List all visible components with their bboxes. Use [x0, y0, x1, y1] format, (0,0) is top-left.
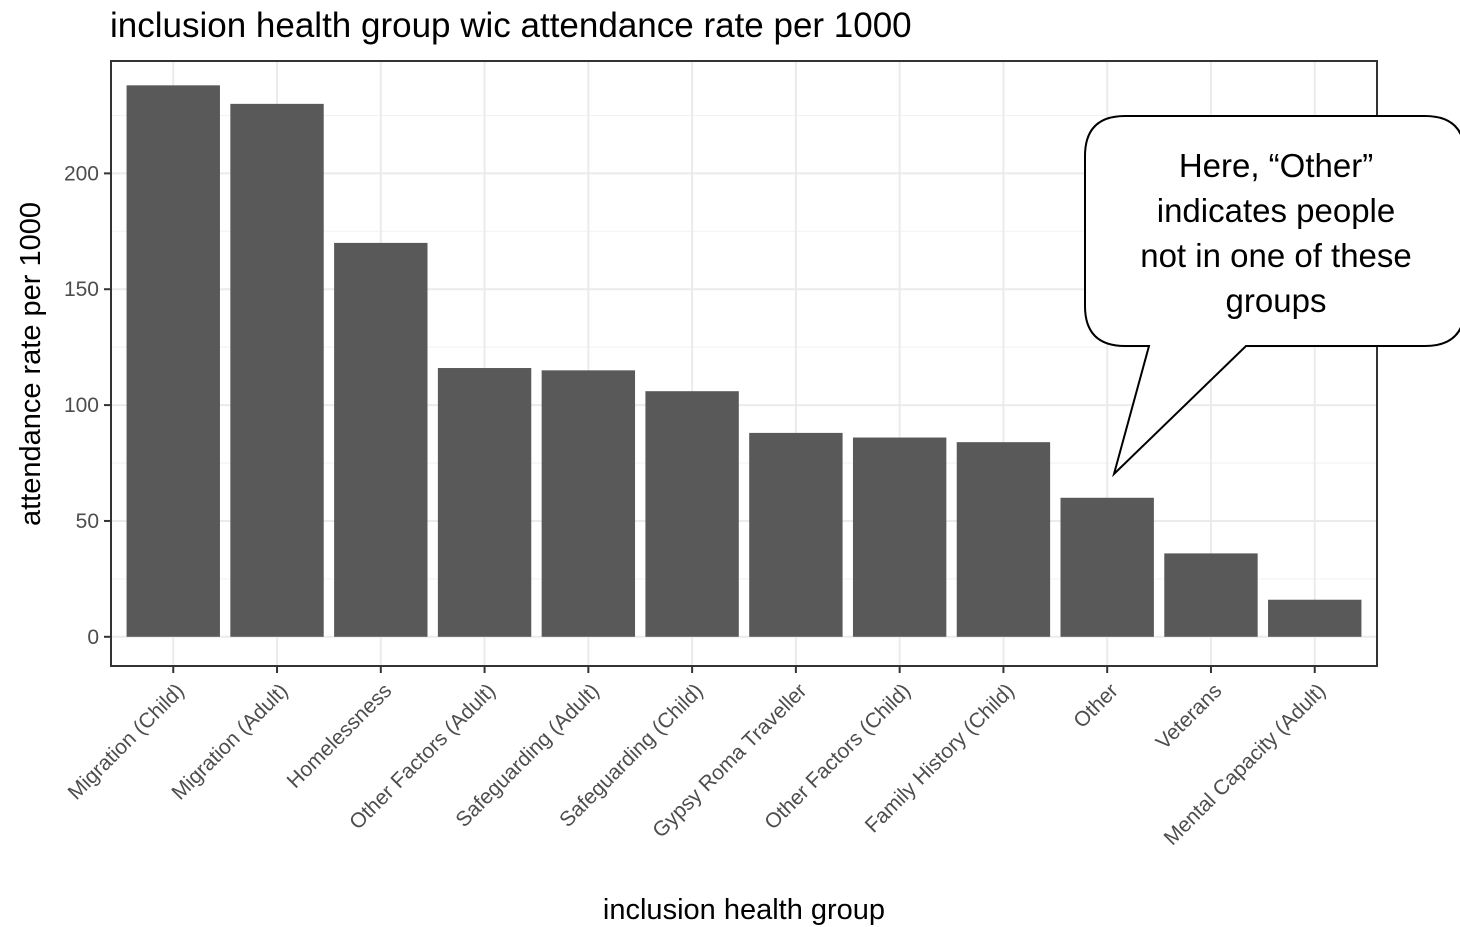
- bar: [541, 370, 636, 637]
- callout-line: Here, “Other”: [1179, 147, 1373, 184]
- x-axis: Migration (Child)Migration (Adult)Homele…: [64, 666, 1330, 850]
- bar: [1164, 553, 1258, 637]
- callout-line: groups: [1226, 282, 1327, 319]
- y-tick-label: 100: [64, 394, 99, 417]
- x-tick-label: Homelessness: [283, 679, 397, 793]
- x-axis-title: inclusion health group: [603, 894, 885, 926]
- bar: [956, 442, 1051, 637]
- y-axis: 0 50 100 150 200: [64, 162, 111, 649]
- y-axis-title: attendance rate per 1000: [15, 202, 47, 526]
- y-tick-label: 50: [76, 510, 99, 533]
- x-tick-label: Veterans: [1152, 679, 1227, 754]
- bar: [334, 242, 428, 637]
- bar: [852, 437, 947, 637]
- bar: [437, 368, 532, 637]
- bar: [1268, 599, 1362, 637]
- y-tick-label: 150: [64, 278, 99, 301]
- bar: [126, 85, 220, 637]
- y-tick-label: 200: [64, 162, 99, 185]
- callout-line: not in one of these: [1140, 237, 1412, 274]
- callout-bubble: [1084, 115, 1460, 478]
- chart-title: inclusion health group wic attendance ra…: [110, 6, 912, 45]
- bar: [1060, 497, 1154, 637]
- callout-text: Here, “Other” indicates people not in one …: [1140, 147, 1412, 319]
- callout-line: indicates people: [1157, 192, 1396, 229]
- callout-annotation: Here, “Other” indicates people not in one …: [1084, 115, 1460, 478]
- bar: [230, 103, 324, 637]
- x-tick-label: Other: [1069, 679, 1122, 732]
- y-tick-label: 0: [87, 626, 99, 649]
- bar: [645, 391, 739, 637]
- plot-border: [110, 60, 1378, 667]
- bar: [749, 432, 843, 637]
- bars: [126, 85, 1362, 637]
